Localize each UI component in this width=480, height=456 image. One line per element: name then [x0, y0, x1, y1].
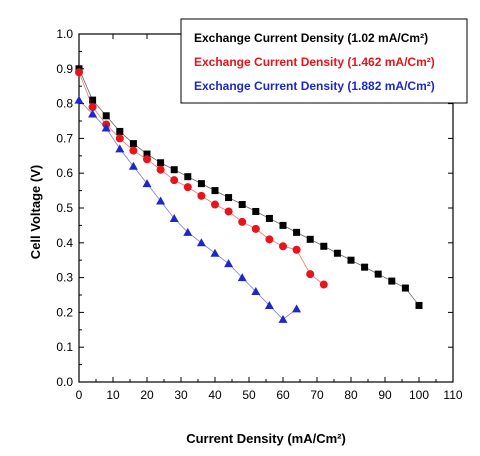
y-tick-label-1: 0.1: [56, 340, 73, 354]
series-3-point-9: [196, 238, 206, 247]
series-2-point-6: [156, 165, 165, 174]
y-tick-label-4: 0.4: [56, 236, 73, 250]
series-3-point-3: [115, 144, 125, 153]
series-2-point-16: [292, 245, 301, 254]
series-1-point-11: [225, 194, 233, 202]
y-tick-label-3: 0.3: [56, 271, 73, 285]
x-tick-label-10: 10: [106, 388, 120, 402]
x-tick-label-30: 30: [174, 388, 188, 402]
series-1-point-6: [157, 159, 165, 167]
series-2-point-5: [143, 155, 151, 164]
y-tick-label-8: 0.8: [56, 97, 73, 111]
series-1-point-5: [143, 150, 151, 158]
x-axis-title: Current Density (mA/Cm²): [186, 431, 346, 446]
series-2-point-8: [183, 183, 192, 192]
series-2-point-0: [75, 68, 83, 77]
series-3-point-0: [74, 95, 84, 104]
series-2-point-13: [251, 224, 260, 233]
series-3-point-1: [88, 109, 98, 118]
series-1-point-12: [238, 201, 246, 209]
series-3-point-12: [237, 273, 247, 282]
series-1-point-2: [102, 112, 110, 120]
series-2-point-9: [197, 191, 206, 200]
series-1-point-19: [333, 249, 341, 257]
series-1-point-3: [116, 127, 124, 135]
plot-area: 0 10 20 30 40 50 60 70 80 90 100 110 0.0 0.1 0.2 0.3 0.4…: [56, 27, 463, 402]
series-3-point-14: [264, 300, 274, 309]
series-3-point-8: [183, 227, 193, 236]
series-1-point-1: [89, 96, 97, 104]
y-tick-label-0: 0.0: [56, 375, 73, 389]
series-3-point-15: [278, 314, 288, 323]
series-2-point-14: [265, 235, 274, 244]
series-1-point-15: [279, 221, 287, 229]
series-1-point-25: [415, 301, 423, 309]
series-3-point-13: [251, 287, 261, 296]
x-tick-label-110: 110: [443, 388, 462, 402]
series-2-point-10: [211, 200, 219, 209]
legend-box: [180, 18, 468, 104]
series-2-point-18: [319, 280, 328, 289]
legend: Exchange Current Density (1.02 mA/Cm²) E…: [180, 18, 468, 104]
series-1-point-18: [320, 242, 328, 250]
series-2-point-17: [306, 270, 315, 279]
x-tick-label-100: 100: [409, 388, 429, 402]
series-line-2: [78, 72, 325, 285]
series-2-point-11: [224, 207, 233, 216]
series-3-point-2: [101, 123, 111, 132]
series-1-point-7: [170, 166, 178, 174]
series-1-point-21: [361, 263, 369, 271]
series-2-point-12: [238, 217, 247, 226]
legend-entry-3: Exchange Current Density (1.882 mA/Cm²): [194, 79, 435, 93]
series-1-point-4: [129, 140, 137, 148]
series-3-point-7: [169, 213, 179, 222]
x-tick-label-90: 90: [378, 388, 392, 402]
legend-entry-2: Exchange Current Density (1.462 mA/Cm²): [194, 55, 435, 69]
series-3-point-16: [292, 304, 302, 313]
y-tick-label-10: 1.0: [56, 27, 73, 41]
x-tick-label-50: 50: [242, 388, 256, 402]
series-1-point-20: [347, 256, 355, 264]
series-1-point-23: [388, 277, 396, 285]
series-2-point-15: [279, 242, 287, 251]
series-1-point-14: [265, 214, 273, 222]
x-tick-label-60: 60: [276, 388, 290, 402]
series-1-point-9: [197, 180, 205, 188]
series-1-point-17: [306, 235, 314, 243]
series-1-point-10: [211, 187, 219, 195]
series-3-point-4: [128, 161, 138, 170]
series-2-point-7: [170, 176, 179, 185]
series-3-point-10: [210, 248, 220, 257]
series-1-point-24: [401, 284, 409, 292]
y-axis-title: Cell Voltage (V): [28, 165, 43, 259]
y-tick-label-6: 0.6: [56, 166, 73, 180]
series-line-3: [78, 99, 297, 320]
series-1-point-22: [374, 270, 382, 278]
series-1-point-16: [293, 228, 301, 236]
series-3-point-5: [142, 179, 152, 188]
x-tick-label-70: 70: [310, 388, 324, 402]
x-tick-label-0: 0: [76, 388, 83, 402]
series-1-point-13: [252, 207, 260, 215]
x-tick-label-80: 80: [344, 388, 358, 402]
y-tick-label-2: 0.2: [56, 305, 73, 319]
legend-entry-1: Exchange Current Density (1.02 mA/Cm²): [194, 31, 428, 45]
x-tick-label-20: 20: [140, 388, 154, 402]
series-3-point-11: [224, 259, 234, 268]
series-3-point-6: [156, 196, 166, 205]
x-tick-label-40: 40: [208, 388, 222, 402]
y-tick-label-5: 0.5: [56, 201, 73, 215]
series-2-point-1: [88, 103, 97, 112]
series-1-point-8: [184, 173, 192, 181]
series-2-point-3: [115, 134, 124, 143]
y-tick-label-9: 0.9: [56, 62, 73, 76]
y-tick-label-7: 0.7: [56, 131, 73, 145]
series-2-point-4: [129, 146, 138, 155]
